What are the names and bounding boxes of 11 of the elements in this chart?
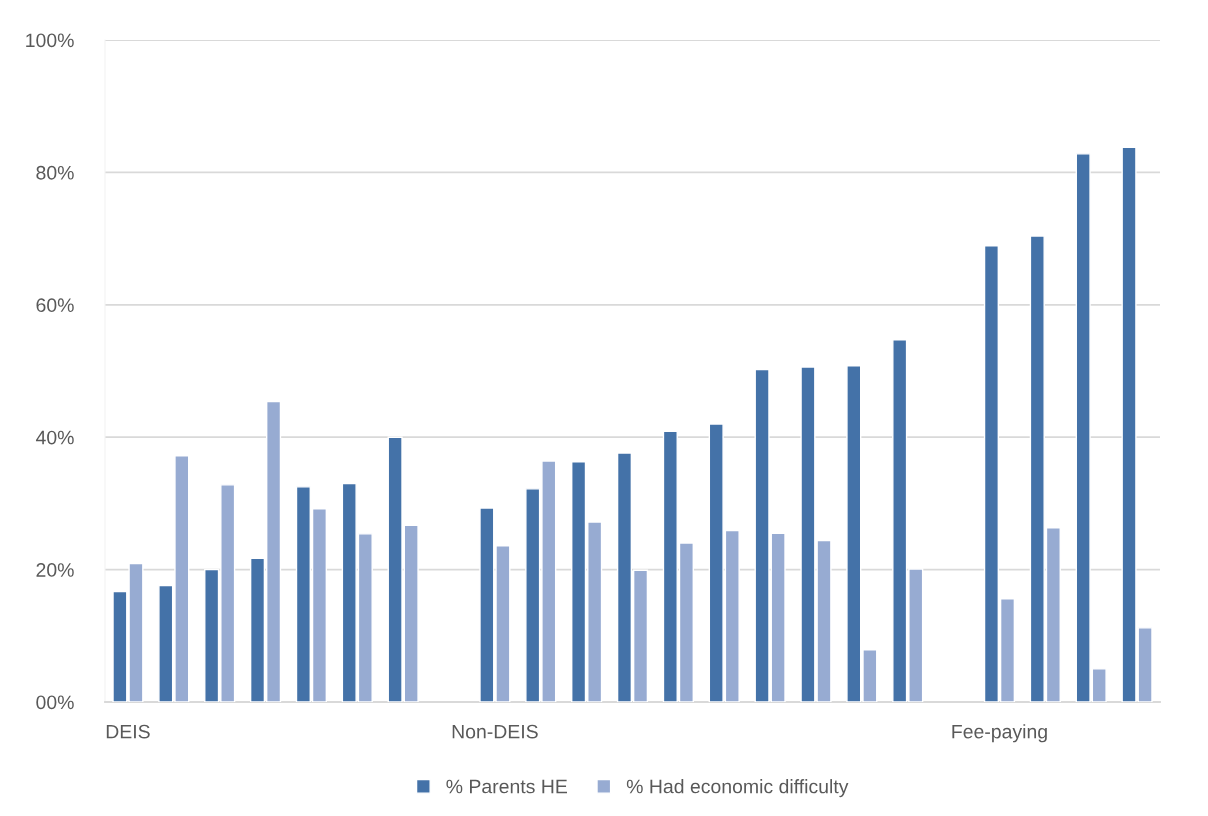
- y-tick-label: 20%: [36, 563, 74, 577]
- y-tick-label: 00%: [36, 695, 74, 710]
- x-tick-label: Non-DEIS: [452, 724, 538, 739]
- y-tick-label: 80%: [36, 165, 74, 180]
- y-tick-label: 40%: [35, 430, 74, 445]
- legend-label: % Had economic difficulty: [626, 779, 849, 798]
- y-tick-label: 60%: [36, 298, 74, 313]
- x-tick-label: Fee-paying: [952, 724, 1047, 743]
- legend-label: % Parents HE: [446, 779, 567, 794]
- y-tick-label: 100%: [26, 33, 74, 48]
- x-tick-label: DEIS: [106, 724, 150, 739]
